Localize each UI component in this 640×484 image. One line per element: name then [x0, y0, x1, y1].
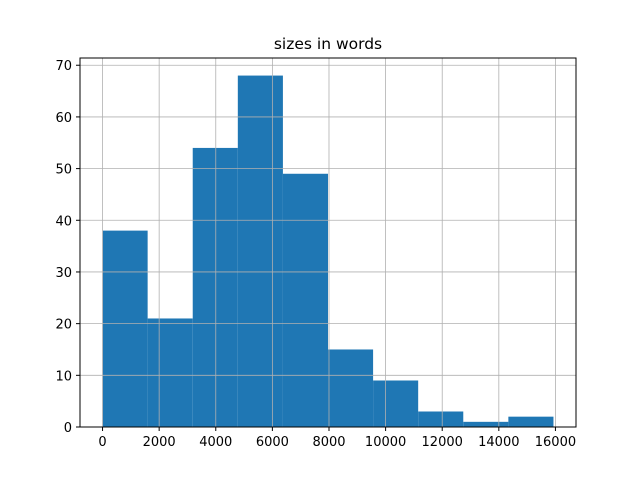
x-tick-label: 8000 — [312, 435, 345, 450]
y-tick-label: 10 — [55, 369, 72, 384]
y-tick-label: 0 — [64, 421, 72, 436]
bar — [237, 75, 283, 428]
chart-title: sizes in words — [274, 35, 382, 53]
y-tick-label: 70 — [55, 59, 72, 74]
y-tick-label: 60 — [55, 111, 72, 126]
x-tick-label: 14000 — [478, 435, 519, 450]
x-tick-label: 10000 — [365, 435, 406, 450]
y-tick-label: 50 — [55, 163, 72, 178]
bar — [463, 421, 509, 427]
bar — [102, 230, 148, 427]
x-tick-label: 6000 — [256, 435, 289, 450]
y-tick-label: 30 — [55, 266, 72, 281]
bar — [282, 173, 328, 427]
bar — [328, 349, 374, 427]
bar — [192, 147, 238, 427]
x-tick-label: 16000 — [535, 435, 576, 450]
x-tick-label: 12000 — [422, 435, 463, 450]
bar — [508, 416, 554, 427]
bar — [418, 411, 464, 427]
x-tick-label: 4000 — [199, 435, 232, 450]
y-tick-label: 40 — [55, 214, 72, 229]
bar — [373, 380, 419, 427]
x-tick-label: 2000 — [143, 435, 176, 450]
y-tick-label: 20 — [55, 318, 72, 333]
x-tick-label: 0 — [98, 435, 106, 450]
plot-frame — [79, 57, 577, 428]
bar — [147, 318, 193, 427]
